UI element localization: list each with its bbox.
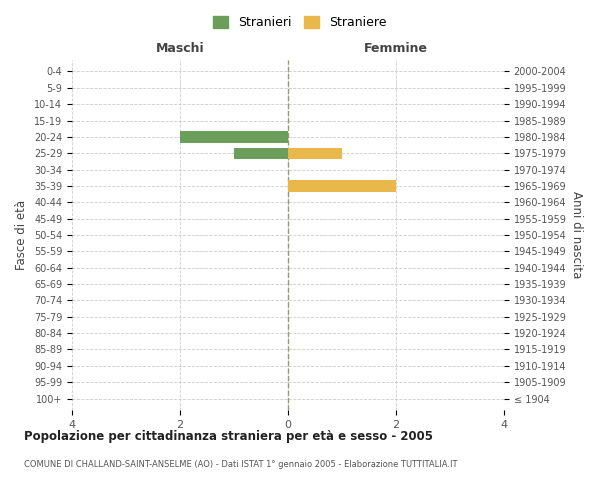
Y-axis label: Fasce di età: Fasce di età [16,200,28,270]
Text: Femmine: Femmine [364,42,428,55]
Text: Maschi: Maschi [155,42,205,55]
Bar [180,131,288,142]
Bar [288,148,342,159]
Bar [288,180,396,192]
Text: COMUNE DI CHALLAND-SAINT-ANSELME (AO) - Dati ISTAT 1° gennaio 2005 - Elaborazion: COMUNE DI CHALLAND-SAINT-ANSELME (AO) - … [24,460,458,469]
Text: Popolazione per cittadinanza straniera per età e sesso - 2005: Popolazione per cittadinanza straniera p… [24,430,433,443]
Y-axis label: Anni di nascita: Anni di nascita [570,192,583,278]
Legend: Stranieri, Straniere: Stranieri, Straniere [208,11,392,34]
Bar [234,148,288,159]
